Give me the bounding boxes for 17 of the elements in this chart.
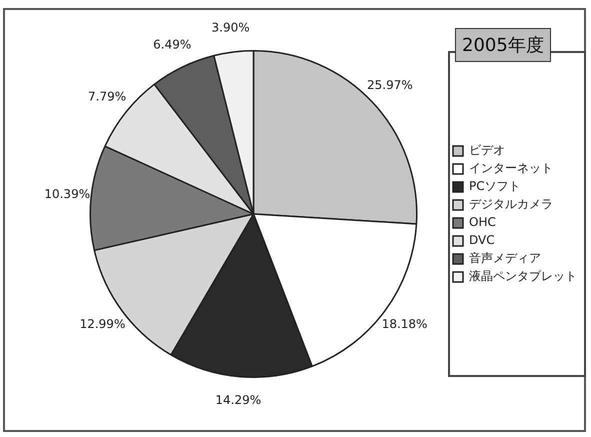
legend-label: PCソフト (469, 179, 521, 194)
legend-label: 液晶ペンタブレット (469, 269, 577, 284)
data-label: 7.79% (88, 89, 126, 104)
text: 2005年度 (455, 28, 551, 62)
legend-label: ビデオ (469, 143, 505, 158)
legend-label: デジタルカメラ (469, 197, 553, 212)
data-label: 12.99% (80, 316, 126, 331)
legend-label: DVC (469, 233, 495, 248)
legend-label: インターネット (469, 161, 553, 176)
legend-label: 音声メディア (469, 251, 541, 266)
data-label: 10.39% (44, 187, 90, 202)
data-label: 3.90% (212, 20, 250, 34)
data-label: 6.49% (153, 37, 192, 52)
data-label: 25.97% (366, 78, 413, 92)
data-label: 18.18% (382, 316, 428, 331)
legend-label: OHC (469, 215, 496, 230)
data-label: 14.29% (215, 392, 262, 407)
